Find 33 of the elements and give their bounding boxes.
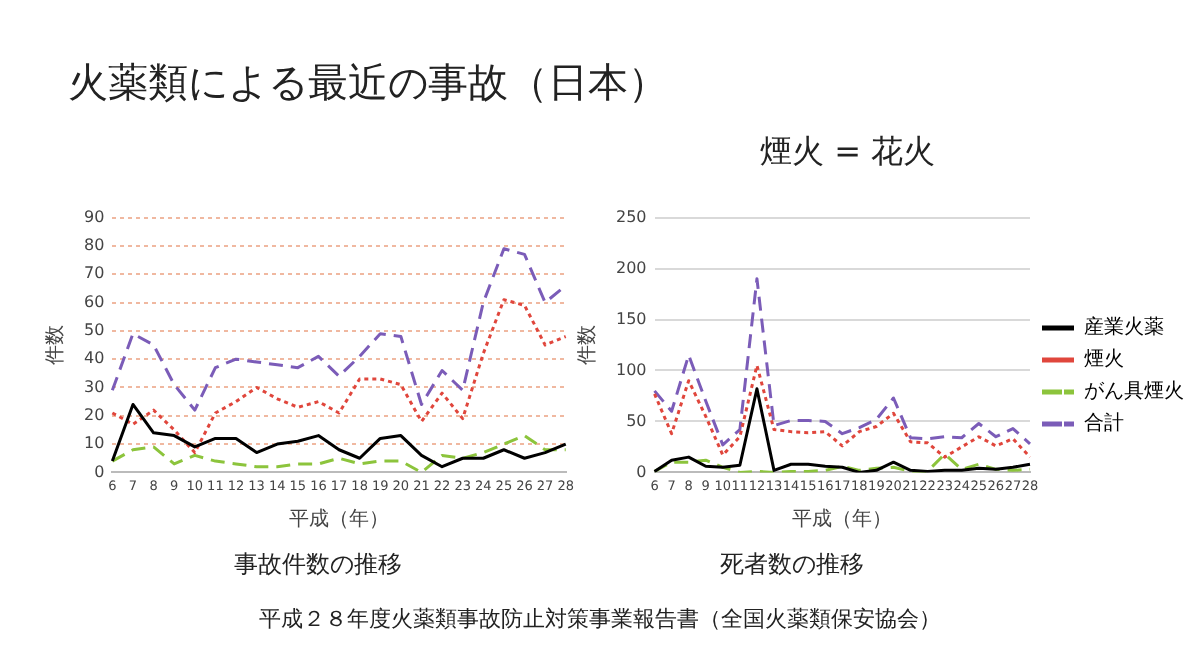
y-tick-label: 250	[615, 207, 647, 226]
y-tick-label: 60	[83, 292, 105, 311]
y-tick-label: 20	[83, 405, 105, 424]
y-tick-label: 0	[636, 462, 647, 481]
line-series	[110, 298, 568, 455]
legend-label: がん具煙火	[1084, 379, 1184, 404]
y-axis-title: 件数	[577, 325, 600, 365]
y-tick-label: 10	[83, 434, 105, 453]
y-tick-label: 30	[83, 377, 105, 396]
chart-title: 火薬類による最近の事故（日本）	[68, 56, 668, 110]
y-tick-label: 150	[615, 309, 647, 328]
y-tick-label: 40	[83, 349, 105, 368]
text: 死者数の推移	[718, 548, 866, 582]
line-series	[110, 434, 568, 473]
chart-title: 煙火 = 花火	[760, 132, 936, 174]
line-series	[653, 277, 1032, 447]
y-axis-title: 件数	[45, 325, 68, 365]
y-tick-label: 0	[94, 462, 105, 481]
text: 平成２８年度火薬類事故防止対策事業報告書（全国火薬類保安協会）	[257, 604, 943, 634]
legend-label: 産業火薬	[1084, 315, 1164, 340]
legend-label: 合計	[1084, 411, 1124, 436]
y-tick-label: 70	[83, 264, 105, 283]
y-tick-label: 200	[615, 258, 647, 277]
y-tick-label: 50	[626, 411, 647, 430]
legend-label: 煙火	[1084, 347, 1124, 372]
x-axis-title: 平成（年）	[792, 507, 893, 532]
y-tick-label: 100	[615, 360, 647, 379]
y-tick-label: 50	[83, 321, 105, 339]
text: 事故件数の推移	[232, 548, 404, 582]
y-tick-label: 90	[83, 207, 105, 226]
line-series	[653, 363, 1032, 459]
x-axis-title: 平成（年）	[289, 507, 390, 532]
y-tick-label: 80	[83, 236, 105, 255]
